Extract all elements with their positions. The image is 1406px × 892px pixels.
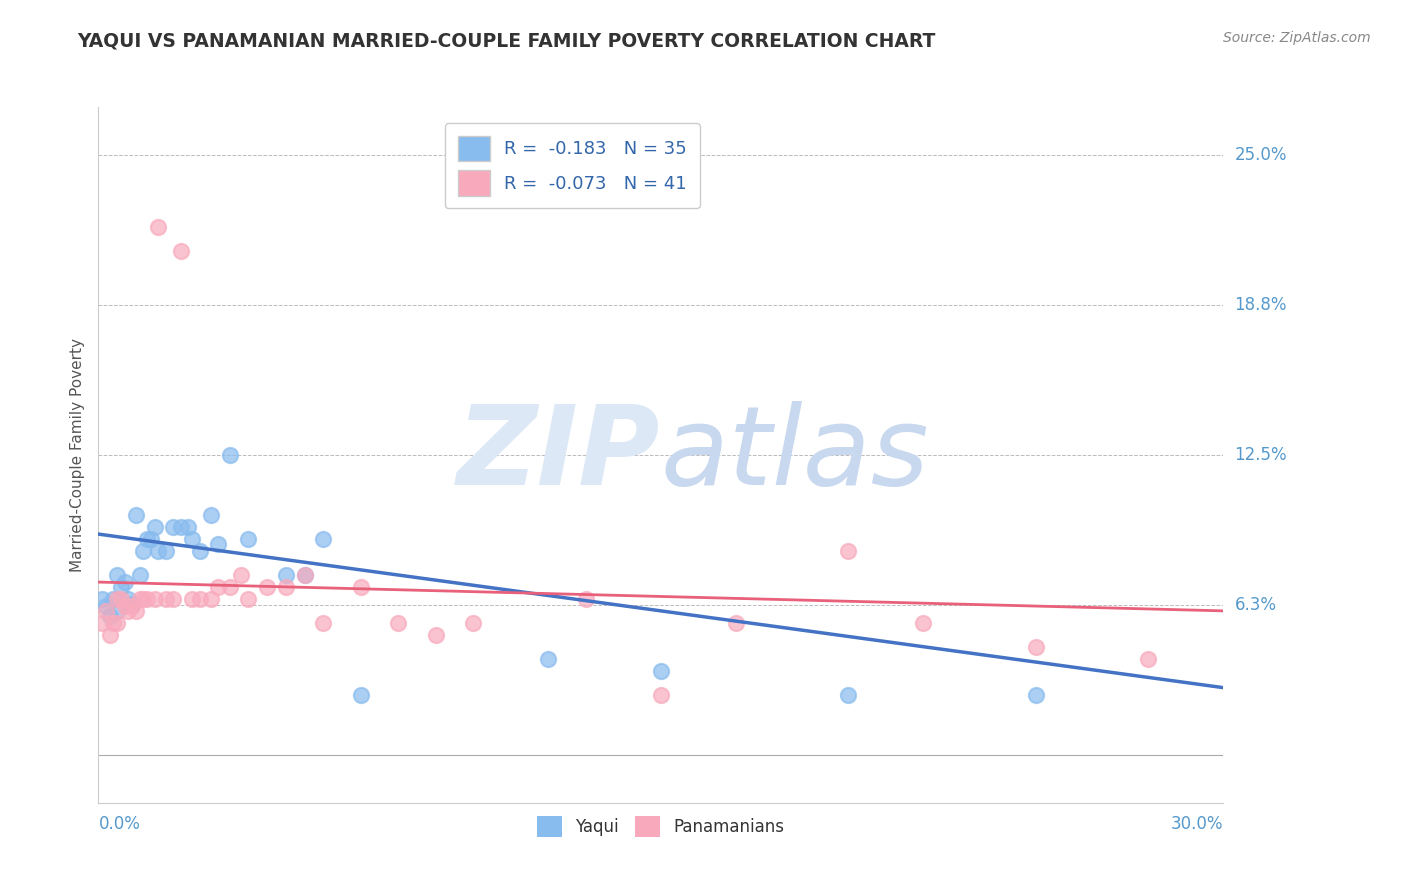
Point — [128, 591, 150, 606]
Point — [136, 591, 159, 606]
Point — [98, 608, 121, 623]
Point — [148, 544, 170, 558]
Point — [1025, 640, 1047, 654]
Point — [105, 604, 128, 618]
Point — [105, 591, 128, 606]
Point — [188, 544, 211, 558]
Point — [125, 508, 148, 522]
Point — [103, 591, 125, 606]
Point — [103, 615, 125, 630]
Point — [294, 567, 316, 582]
Text: ZIP: ZIP — [457, 401, 661, 508]
Point — [114, 599, 136, 613]
Point — [350, 688, 373, 702]
Point — [837, 544, 859, 558]
Point — [170, 244, 193, 258]
Point — [256, 580, 278, 594]
Point — [350, 580, 373, 594]
Point — [312, 532, 335, 546]
Point — [207, 580, 229, 594]
Point — [238, 591, 260, 606]
Point — [387, 615, 409, 630]
Point — [837, 688, 859, 702]
Point — [132, 591, 155, 606]
Text: YAQUI VS PANAMANIAN MARRIED-COUPLE FAMILY POVERTY CORRELATION CHART: YAQUI VS PANAMANIAN MARRIED-COUPLE FAMIL… — [77, 31, 936, 50]
Point — [143, 520, 166, 534]
Point — [114, 575, 136, 590]
Point — [294, 567, 316, 582]
Point — [143, 591, 166, 606]
Point — [121, 597, 143, 611]
Point — [218, 448, 240, 462]
Text: 12.5%: 12.5% — [1234, 446, 1286, 464]
Point — [188, 591, 211, 606]
Point — [105, 615, 128, 630]
Point — [155, 591, 177, 606]
Point — [117, 604, 139, 618]
Point — [650, 664, 672, 678]
Point — [575, 591, 598, 606]
Point — [162, 520, 184, 534]
Point — [110, 580, 132, 594]
Point — [136, 532, 159, 546]
Point — [181, 591, 204, 606]
Y-axis label: Married-Couple Family Poverty: Married-Couple Family Poverty — [69, 338, 84, 572]
Point — [98, 628, 121, 642]
Point — [200, 591, 222, 606]
Point — [312, 615, 335, 630]
Point — [121, 599, 143, 613]
Point — [170, 520, 193, 534]
Point — [128, 567, 150, 582]
Point — [94, 599, 117, 613]
Point — [207, 537, 229, 551]
Point — [125, 604, 148, 618]
Point — [1025, 688, 1047, 702]
Point — [94, 604, 117, 618]
Text: 0.0%: 0.0% — [98, 814, 141, 833]
Point — [218, 580, 240, 594]
Point — [1137, 652, 1160, 666]
Point — [148, 219, 170, 234]
Text: 25.0%: 25.0% — [1234, 146, 1286, 164]
Point — [200, 508, 222, 522]
Text: 30.0%: 30.0% — [1171, 814, 1223, 833]
Point — [912, 615, 935, 630]
Point — [105, 567, 128, 582]
Point — [724, 615, 747, 630]
Point — [274, 567, 297, 582]
Point — [132, 544, 155, 558]
Point — [91, 615, 114, 630]
Point — [425, 628, 447, 642]
Point — [117, 591, 139, 606]
Point — [139, 532, 162, 546]
Point — [177, 520, 200, 534]
Text: atlas: atlas — [661, 401, 929, 508]
Point — [537, 652, 560, 666]
Point — [110, 591, 132, 606]
Point — [155, 544, 177, 558]
Point — [274, 580, 297, 594]
Point — [162, 591, 184, 606]
Text: Source: ZipAtlas.com: Source: ZipAtlas.com — [1223, 31, 1371, 45]
Point — [463, 615, 485, 630]
Legend: Yaqui, Panamanians: Yaqui, Panamanians — [530, 810, 792, 843]
Text: 6.3%: 6.3% — [1234, 596, 1277, 614]
Point — [229, 567, 252, 582]
Point — [91, 591, 114, 606]
Point — [650, 688, 672, 702]
Text: 18.8%: 18.8% — [1234, 296, 1286, 314]
Point — [181, 532, 204, 546]
Point — [238, 532, 260, 546]
